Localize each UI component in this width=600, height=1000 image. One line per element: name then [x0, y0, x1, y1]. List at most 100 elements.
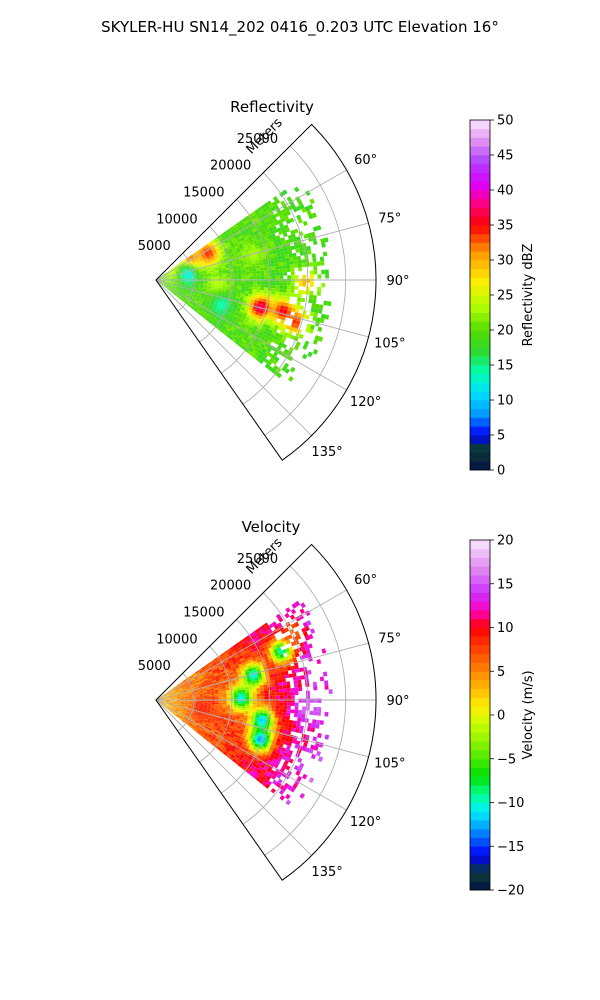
data-cell	[211, 717, 217, 721]
data-cell	[186, 685, 190, 688]
data-cell	[292, 720, 298, 725]
data-cell	[308, 633, 314, 640]
data-cell	[231, 656, 236, 661]
data-cell	[240, 737, 245, 741]
colorbar-tick-label: −15	[497, 840, 524, 855]
data-cell	[276, 238, 282, 243]
data-cell	[310, 744, 315, 750]
data-cell	[259, 209, 265, 215]
data-cell	[225, 742, 230, 747]
data-cell	[260, 763, 266, 769]
data-cell	[257, 735, 263, 740]
data-cell	[257, 315, 263, 320]
colorbar-band	[470, 618, 490, 628]
data-cell	[235, 754, 240, 759]
data-cell	[266, 662, 271, 667]
data-cell	[236, 261, 241, 265]
data-cell	[281, 335, 287, 341]
azimuth-tick-label: 60°	[354, 573, 377, 588]
data-cell	[269, 746, 275, 751]
data-cell	[310, 727, 316, 733]
data-cell	[231, 260, 236, 264]
data-cell	[275, 307, 281, 312]
data-cell	[252, 342, 258, 347]
range-gridline	[177, 252, 195, 312]
data-cell	[257, 303, 262, 308]
range-tick-label: 25000	[237, 132, 278, 147]
data-cell	[180, 694, 185, 696]
data-cell	[281, 786, 287, 792]
data-cell	[278, 341, 284, 347]
data-cell	[165, 281, 170, 283]
data-cell	[218, 274, 223, 277]
data-cell	[203, 276, 208, 279]
data-cell	[270, 788, 276, 794]
data-cell	[233, 287, 238, 290]
data-cell	[244, 288, 249, 292]
data-cell	[179, 287, 184, 290]
data-cell	[271, 705, 276, 709]
data-cell	[279, 214, 285, 220]
data-cell	[285, 239, 290, 244]
data-cell	[196, 260, 200, 263]
data-cell	[249, 281, 254, 285]
data-cell	[286, 289, 291, 293]
data-cell	[182, 266, 186, 269]
data-cell	[244, 264, 249, 268]
data-cell	[280, 217, 286, 223]
data-cell	[213, 293, 218, 296]
azimuth-gridline	[155, 699, 369, 758]
data-cell	[272, 637, 278, 643]
data-cell	[188, 704, 193, 706]
data-cell	[238, 741, 243, 746]
data-cell	[269, 357, 275, 363]
data-cell	[225, 662, 230, 666]
sector-frame	[155, 543, 377, 881]
data-cell	[168, 705, 172, 708]
data-cell	[237, 330, 243, 335]
data-cell	[296, 634, 302, 640]
data-cell	[212, 261, 217, 265]
data-cell	[288, 238, 294, 243]
data-cell	[284, 674, 290, 679]
data-cell	[178, 710, 183, 713]
data-cell	[290, 366, 296, 373]
data-cell	[221, 266, 226, 269]
data-cell	[226, 706, 230, 710]
data-cell	[241, 269, 246, 273]
data-cell	[161, 282, 166, 284]
data-cell	[272, 317, 278, 322]
data-cell	[258, 346, 264, 352]
data-cell	[162, 700, 166, 702]
data-cell	[258, 359, 264, 365]
data-cell	[282, 292, 287, 296]
data-cell	[167, 707, 171, 710]
data-cell	[309, 274, 314, 279]
data-cell	[209, 252, 214, 256]
data-cell	[167, 690, 171, 693]
data-cell	[199, 694, 204, 697]
data-cell	[279, 288, 284, 293]
data-cell	[222, 273, 227, 276]
data-cell	[265, 239, 270, 244]
data-cell	[220, 669, 225, 673]
data-cell	[169, 278, 174, 280]
data-cell	[184, 696, 189, 698]
data-cell	[237, 750, 243, 755]
colorbar-band	[470, 732, 490, 742]
data-cell	[297, 259, 302, 264]
data-cell	[237, 303, 242, 307]
data-cell	[307, 643, 313, 649]
data-cell	[202, 308, 207, 312]
data-cell	[179, 261, 184, 265]
data-cell	[168, 284, 173, 287]
data-cell	[279, 653, 285, 659]
colorbar-tick-label: 10	[497, 394, 514, 409]
data-cell	[248, 239, 254, 243]
data-cell	[214, 704, 219, 706]
data-cell	[172, 286, 176, 289]
data-cell	[187, 271, 192, 273]
data-cell	[187, 289, 191, 291]
data-cell	[216, 669, 221, 673]
data-cell	[181, 299, 186, 303]
